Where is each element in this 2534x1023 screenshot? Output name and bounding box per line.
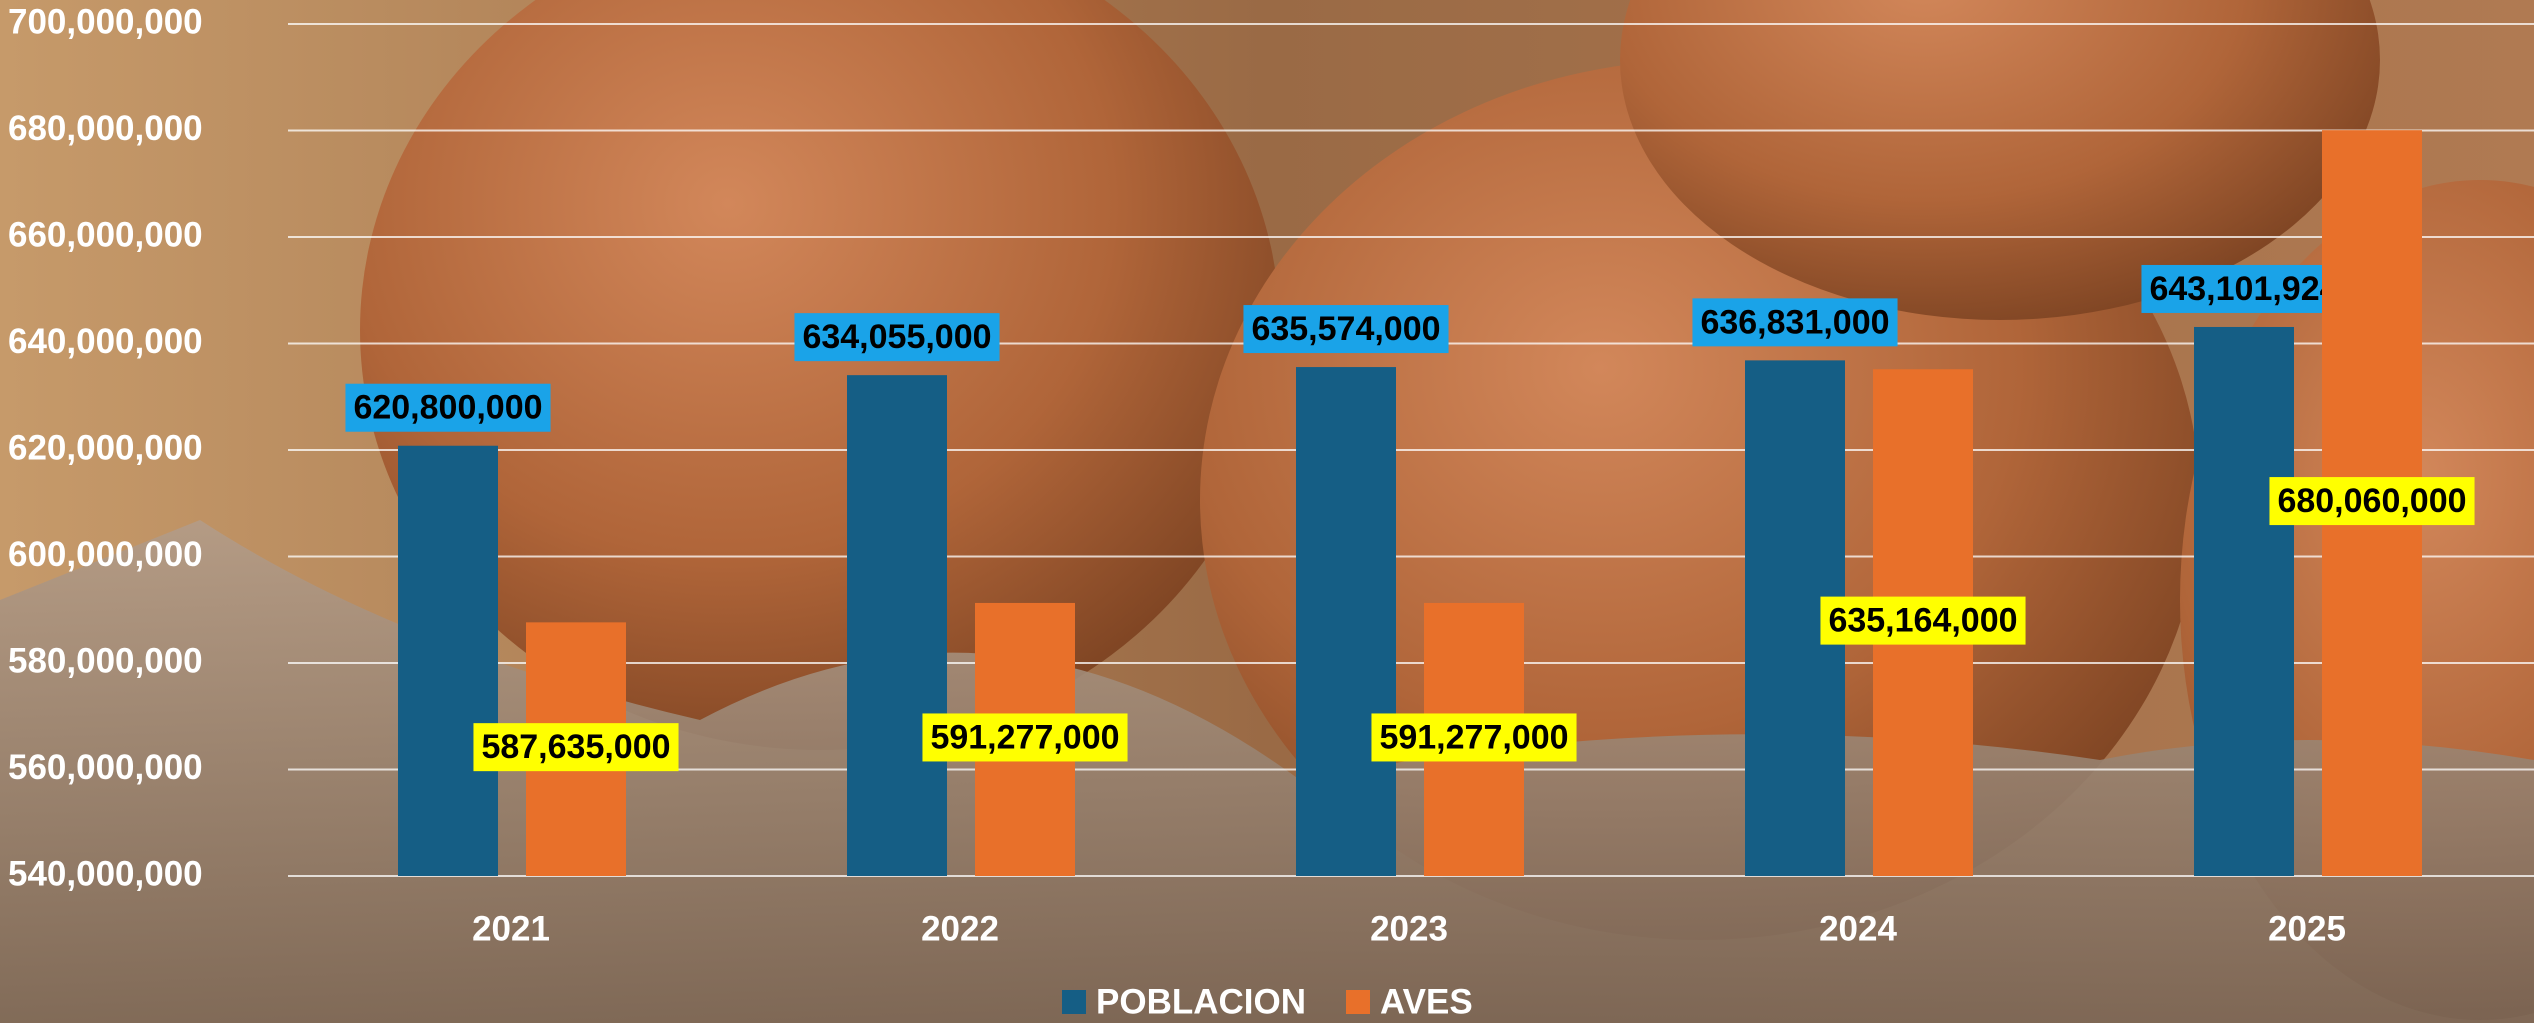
bar [2194,327,2294,876]
x-tick-label: 2021 [472,909,550,948]
x-tick-label: 2022 [921,909,999,948]
x-tick-label: 2025 [2268,909,2346,948]
legend-swatch [1346,990,1370,1014]
legend: POBLACION AVES [1062,982,1473,1021]
x-tick-label: 2023 [1370,909,1448,948]
y-tick-label: 600,000,000 [8,535,203,574]
value-label: 680,060,000 [2277,482,2466,520]
legend-label: AVES [1380,982,1473,1021]
value-label: 635,164,000 [1828,602,2017,640]
y-tick-label: 580,000,000 [8,641,203,680]
chart: POBLACION AVES 540,000,000 560,000,000 580,… [0,0,2534,1023]
y-tick-label: 640,000,000 [8,322,203,361]
page: POBLACION AVES 540,000,000 560,000,000 580,… [0,0,2534,1023]
value-label: 635,574,000 [1251,310,1440,348]
value-label: 636,831,000 [1700,303,1889,341]
value-label: 591,277,000 [930,718,1119,756]
legend-swatch [1062,990,1086,1014]
bar [1296,367,1396,876]
value-label: 643,101,924 [2149,270,2338,308]
x-tick-label: 2024 [1819,909,1897,948]
y-tick-label: 660,000,000 [8,215,203,254]
value-label: 620,800,000 [353,389,542,427]
value-label: 587,635,000 [481,728,670,766]
y-tick-label: 620,000,000 [8,428,203,467]
y-tick-label: 700,000,000 [8,2,203,41]
bar [398,446,498,876]
y-tick-label: 560,000,000 [8,748,203,787]
y-tick-label: 540,000,000 [8,854,203,893]
value-label: 591,277,000 [1379,718,1568,756]
legend-label: POBLACION [1096,982,1306,1021]
y-tick-label: 680,000,000 [8,109,203,148]
bar [847,375,947,876]
value-label: 634,055,000 [802,318,991,356]
